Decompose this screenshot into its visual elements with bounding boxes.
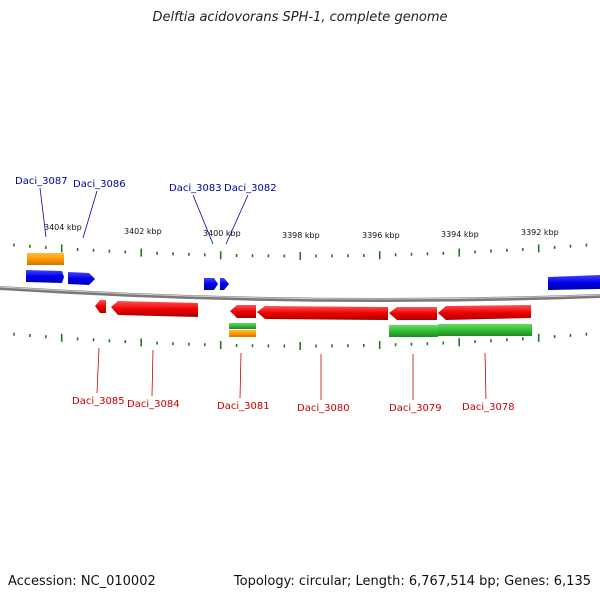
- gene-label-daci-3087[interactable]: Daci_3087: [15, 176, 68, 187]
- gene-forward-right-arrow[interactable]: [548, 275, 600, 290]
- gene-daci-3086-arrow[interactable]: [68, 272, 95, 285]
- gene-daci-3084-arrow[interactable]: [111, 301, 198, 317]
- scale-label-3404: 3404 kbp: [44, 223, 82, 232]
- gene-daci-3079-arrow[interactable]: [389, 307, 437, 320]
- accession-text: Accession: NC_010002: [8, 574, 156, 589]
- leader-line-daci-3084: [151, 349, 154, 397]
- scale-ticks-bottom: [13, 332, 588, 350]
- leader-line-daci-3082: [225, 194, 249, 245]
- genome-summary-text: Topology: circular; Length: 6,767,514 bp…: [233, 574, 591, 589]
- gene-daci-3078-arrow[interactable]: [438, 305, 531, 320]
- green-feature-daci-3078[interactable]: [438, 324, 532, 336]
- scale-label-3394: 3394 kbp: [441, 230, 479, 239]
- gene-label-daci-3078[interactable]: Daci_3078: [462, 402, 515, 413]
- leader-line-daci-3081: [239, 352, 242, 399]
- gene-label-daci-3084[interactable]: Daci_3084: [127, 399, 180, 410]
- gene-label-daci-3086[interactable]: Daci_3086: [73, 179, 126, 190]
- scale-label-3400: 3400 kbp: [203, 229, 241, 238]
- scale-label-3396: 3396 kbp: [362, 231, 400, 240]
- green-feature-small[interactable]: [229, 323, 256, 329]
- gene-label-daci-3083[interactable]: Daci_3083: [169, 183, 222, 194]
- gene-label-daci-3080[interactable]: Daci_3080: [297, 403, 350, 414]
- genome-backbone: [0, 286, 600, 303]
- green-feature-daci-3079[interactable]: [389, 325, 438, 337]
- scale-label-3392: 3392 kbp: [521, 228, 559, 237]
- gene-daci-3082-arrow[interactable]: [220, 278, 229, 290]
- leader-line-daci-3087: [39, 187, 47, 238]
- leader-line-daci-3085: [96, 347, 100, 394]
- gene-daci-3081-arrow[interactable]: [230, 305, 256, 318]
- gene-label-daci-3082[interactable]: Daci_3082: [224, 183, 277, 194]
- gene-daci-3083-arrow[interactable]: [204, 278, 218, 290]
- gene-daci-3080-arrow[interactable]: [257, 306, 388, 320]
- scale-label-3402: 3402 kbp: [124, 227, 162, 236]
- gene-daci-3085-arrow[interactable]: [95, 300, 106, 313]
- leader-line-daci-3086: [82, 190, 98, 239]
- gene-label-daci-3085[interactable]: Daci_3085: [72, 396, 125, 407]
- leader-line-daci-3078: [484, 352, 487, 400]
- scale-ticks-top: [13, 243, 588, 260]
- leader-line-daci-3083: [192, 194, 214, 245]
- orange-feature-top[interactable]: [27, 253, 64, 265]
- scale-label-3398: 3398 kbp: [282, 231, 320, 240]
- gene-daci-3087-arrow[interactable]: [26, 270, 64, 283]
- gene-label-daci-3081[interactable]: Daci_3081: [217, 401, 270, 412]
- page-title: Delftia acidovorans SPH-1, complete geno…: [152, 10, 448, 25]
- gene-label-daci-3079[interactable]: Daci_3079: [389, 403, 442, 414]
- orange-feature-bottom[interactable]: [229, 330, 256, 337]
